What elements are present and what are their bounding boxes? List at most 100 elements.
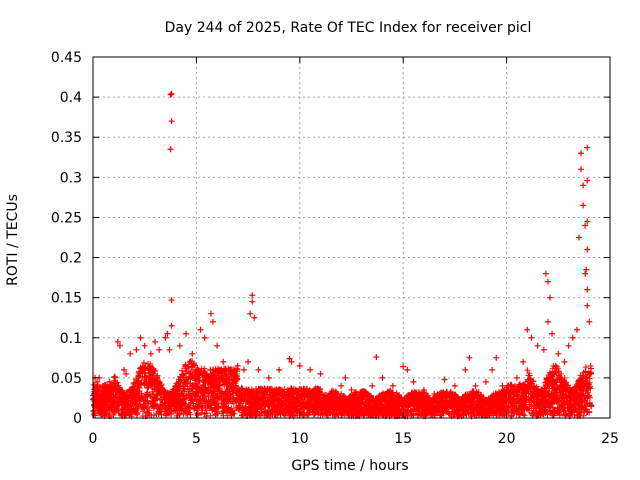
data-point (147, 350, 154, 357)
data-point (513, 374, 520, 381)
data-point (584, 177, 591, 184)
data-point (348, 386, 355, 393)
grid (93, 57, 610, 418)
y-tick-label: 0.35 (51, 130, 82, 146)
data-point (482, 378, 489, 385)
data-point (373, 354, 380, 361)
data-point (499, 382, 506, 389)
data-point (420, 386, 427, 393)
x-tick-label: 10 (291, 431, 309, 447)
x-tick-label: 25 (601, 431, 619, 447)
data-point (133, 346, 140, 353)
data-point (162, 334, 169, 341)
data-point (141, 342, 148, 349)
x-tick-label: 0 (89, 431, 98, 447)
data-point (152, 338, 159, 345)
data-point (584, 144, 591, 151)
data-point (582, 222, 589, 229)
plot-frame (92, 56, 611, 419)
data-point (584, 286, 591, 293)
data-point (164, 330, 171, 337)
data-point (189, 350, 196, 357)
data-point (176, 342, 183, 349)
data-point (549, 330, 556, 337)
data-point (472, 382, 479, 389)
chart-title: Day 244 of 2025, Rate Of TEC Index for r… (165, 20, 532, 36)
data-point (586, 318, 593, 325)
data-point (466, 354, 473, 361)
y-axis-label: ROTI / TECUs (5, 194, 21, 286)
data-point (573, 326, 580, 333)
data-point (137, 334, 144, 341)
data-point (462, 366, 469, 373)
y-tick-label: 0.25 (51, 210, 82, 226)
data-point (584, 218, 591, 225)
data-point (201, 334, 208, 341)
data-point (100, 382, 107, 389)
x-tick-label: 20 (498, 431, 516, 447)
y-tick-label: 0.2 (60, 251, 82, 267)
data-point (127, 350, 134, 357)
data-point (168, 118, 175, 125)
y-tick-label: 0.1 (60, 331, 82, 347)
data-point (116, 342, 123, 349)
data-point (547, 294, 554, 301)
data-point (234, 362, 241, 369)
y-tick-label: 0.4 (60, 90, 82, 106)
data-point (338, 382, 345, 389)
dense-scatter-markers (90, 358, 595, 420)
data-point (94, 378, 101, 385)
data-point (584, 246, 591, 253)
y-tick-label: 0.3 (60, 170, 82, 186)
data-point (166, 346, 173, 353)
data-point (565, 342, 572, 349)
data-point (114, 338, 121, 345)
data-point (240, 366, 247, 373)
data-point (168, 90, 175, 97)
data-point (168, 322, 175, 329)
data-point (214, 342, 221, 349)
data-point (582, 270, 589, 277)
data-point (288, 358, 295, 365)
data-point (404, 366, 411, 373)
data-point (400, 363, 407, 370)
dense-scatter (90, 358, 595, 420)
data-point (544, 318, 551, 325)
data-point (410, 378, 417, 385)
x-tick-label: 15 (394, 431, 412, 447)
data-point (441, 376, 448, 383)
data-point (307, 366, 314, 373)
data-point (276, 366, 283, 373)
data-point (431, 390, 438, 397)
data-point (197, 326, 204, 333)
data-point (342, 374, 349, 381)
y-tick-label: 0.45 (51, 50, 82, 66)
data-point (540, 346, 547, 353)
x-axis-ticks: 0 5 10 15 20 25 (89, 57, 619, 447)
y-tick-label: 0 (73, 411, 82, 427)
y-tick-label: 0.05 (51, 371, 82, 387)
data-point (507, 382, 514, 389)
data-point (561, 358, 568, 365)
data-point (542, 270, 549, 277)
data-point (569, 334, 576, 341)
data-point (451, 382, 458, 389)
data-point (251, 314, 258, 321)
data-points (92, 90, 593, 397)
data-point (489, 366, 496, 373)
data-point (520, 358, 527, 365)
data-point (168, 297, 175, 304)
data-point (249, 298, 256, 305)
data-point (255, 366, 262, 373)
data-point (245, 358, 252, 365)
data-point (389, 382, 396, 389)
data-point (106, 378, 113, 385)
data-point (524, 326, 531, 333)
data-point (123, 370, 130, 377)
data-point (286, 355, 293, 362)
data-point (379, 374, 386, 381)
y-axis-ticks: 0 0.05 0.1 0.15 0.2 0.25 0.3 0.35 0.4 0.45 (51, 50, 610, 427)
data-point (183, 330, 190, 337)
x-axis-label: GPS time / hours (291, 458, 408, 474)
